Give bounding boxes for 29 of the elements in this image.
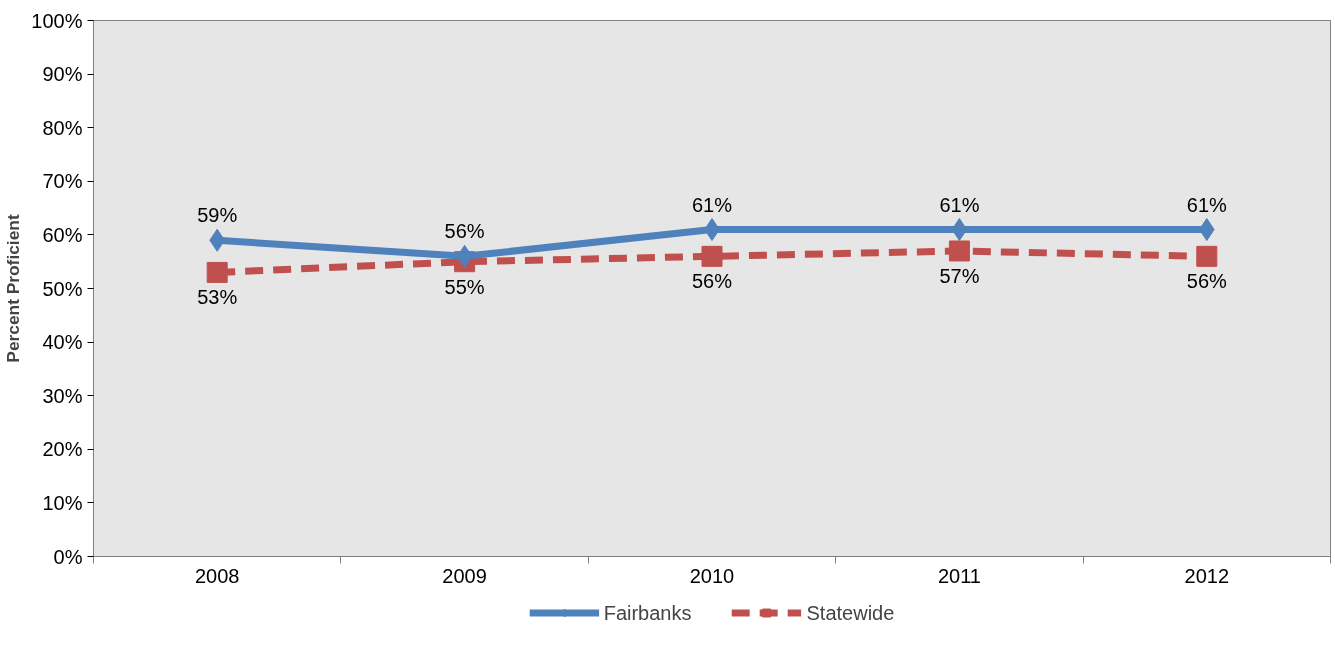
data-label: 61%	[691, 193, 733, 216]
data-label: 53%	[197, 286, 238, 309]
legend-label: Statewide	[806, 601, 895, 624]
y-tick-label: 60%	[42, 223, 83, 246]
y-tick-label: 40%	[42, 331, 83, 354]
data-label: 56%	[1186, 270, 1228, 293]
data-label: 61%	[939, 193, 980, 216]
data-label: 57%	[939, 264, 980, 287]
data-label: 59%	[197, 204, 238, 227]
legend-label: Fairbanks	[603, 601, 692, 624]
y-tick-label: 20%	[42, 438, 83, 461]
data-label: 61%	[1186, 193, 1228, 216]
x-tick-label: 2009	[442, 564, 487, 587]
x-tick-label: 2012	[1184, 564, 1230, 587]
y-tick-label: 100%	[31, 9, 83, 32]
x-tick-label: 2010	[689, 564, 735, 587]
y-tick-label: 70%	[42, 170, 83, 193]
y-axis-title: Percent Proficient	[3, 214, 24, 363]
y-tick-label: 0%	[53, 545, 83, 568]
y-tick-label: 10%	[42, 491, 83, 514]
y-tick-label: 80%	[42, 116, 83, 139]
y-tick-label: 30%	[42, 384, 83, 407]
data-label: 56%	[444, 220, 485, 243]
y-tick-label: 50%	[42, 277, 83, 300]
y-tick-label: 90%	[42, 63, 83, 86]
x-tick-label: 2008	[194, 564, 240, 587]
x-tick-label: 2011	[937, 564, 981, 587]
data-label: 55%	[444, 275, 485, 298]
data-label: 56%	[691, 270, 733, 293]
